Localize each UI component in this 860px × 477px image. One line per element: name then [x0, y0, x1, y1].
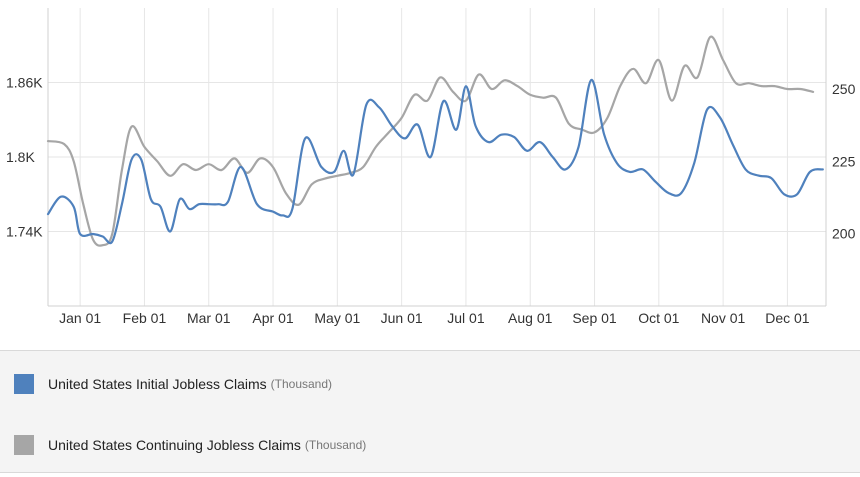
left-tick-label: 1.74K [6, 224, 43, 240]
legend-item-continuing-claims[interactable]: United States Continuing Jobless Claims … [14, 434, 366, 456]
x-tick-label: Feb 01 [123, 310, 167, 326]
x-tick-label: Nov 01 [701, 310, 746, 326]
legend-swatch-initial-claims [14, 374, 34, 394]
legend-unit-continuing-claims: (Thousand) [304, 438, 367, 452]
x-tick-label: Jul 01 [447, 310, 485, 326]
left-tick-label: 1.8K [6, 149, 35, 165]
chart-area: Jan 01 Feb 01 Mar 01 Apr 01 May 01 Jun 01 Jul … [6, 8, 856, 326]
x-tick-label: Mar 01 [187, 310, 231, 326]
x-tick-label: Jun 01 [381, 310, 423, 326]
x-tick-label: Aug 01 [508, 310, 553, 326]
x-tick-label: Sep 01 [572, 310, 617, 326]
right-tick-label: 250 [832, 81, 856, 97]
series-line-initial-claims [46, 78, 824, 245]
x-tick-label: May 01 [314, 310, 360, 326]
x-tick-label: Oct 01 [638, 310, 679, 326]
x-tick-label: Apr 01 [252, 310, 293, 326]
legend-label-initial-claims: United States Initial Jobless Claims [48, 376, 267, 392]
legend-swatch-continuing-claims [14, 435, 34, 455]
series-line-continuing-claims [46, 35, 815, 247]
x-tick-label: Jan 01 [59, 310, 101, 326]
legend-unit-initial-claims: (Thousand) [270, 377, 333, 391]
legend-item-initial-claims[interactable]: United States Initial Jobless Claims (Th… [14, 373, 332, 395]
left-tick-label: 1.86K [6, 75, 43, 91]
right-tick-label: 200 [832, 226, 856, 242]
legend: United States Initial Jobless Claims (Th… [0, 350, 860, 473]
legend-label-continuing-claims: United States Continuing Jobless Claims [48, 437, 301, 453]
line-chart: Jan 01 Feb 01 Mar 01 Apr 01 May 01 Jun 01 Jul … [6, 8, 856, 326]
x-tick-label: Dec 01 [765, 310, 810, 326]
right-tick-label: 225 [832, 153, 856, 169]
